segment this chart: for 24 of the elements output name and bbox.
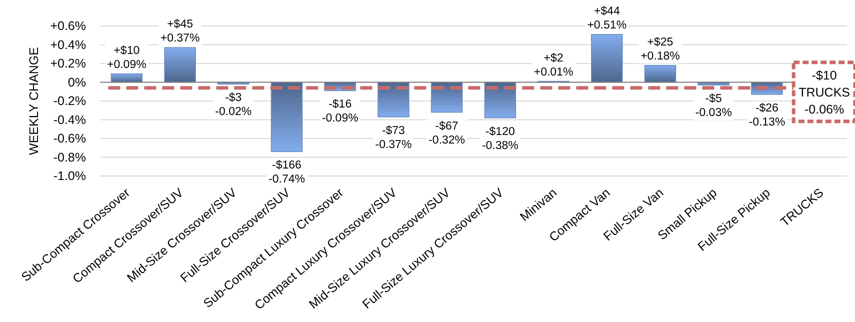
data-label: -$120 -0.38%: [482, 126, 518, 152]
data-label: +$2 +0.01%: [534, 52, 574, 78]
ref-line-label: -$10 TRUCKS -0.06%: [798, 68, 850, 116]
y-tick-label: +0.2%: [50, 56, 86, 70]
data-label: +$44 +0.51%: [587, 5, 627, 32]
data-label: +$45 +0.37%: [160, 18, 200, 45]
data-label: -$73 -0.37%: [375, 124, 412, 151]
y-axis-title: WEEKLY CHANGE: [27, 47, 41, 155]
data-label: -$5 -0.03%: [695, 93, 732, 120]
y-tick-label: +0.6%: [50, 19, 86, 33]
data-label: -$67 -0.32%: [428, 120, 466, 146]
y-tick-label: 0%: [68, 75, 86, 90]
y-tick-label: -0.6%: [53, 132, 86, 146]
data-label: -$26 -0.13%: [748, 102, 786, 128]
y-tick-label: -1.0%: [53, 169, 86, 183]
y-tick-label: -0.2%: [53, 94, 86, 108]
data-label: -$16 -0.09%: [322, 98, 358, 125]
data-label: -$166 -0.74%: [268, 160, 305, 186]
y-tick-label: +0.4%: [50, 38, 86, 52]
data-label: -$3 -0.02%: [215, 92, 252, 118]
data-label: +$10 +0.09%: [107, 44, 146, 71]
data-label: +$25 +0.18%: [640, 36, 680, 62]
y-tick-label: -0.4%: [53, 112, 86, 127]
y-tick-label: -0.8%: [53, 150, 86, 164]
